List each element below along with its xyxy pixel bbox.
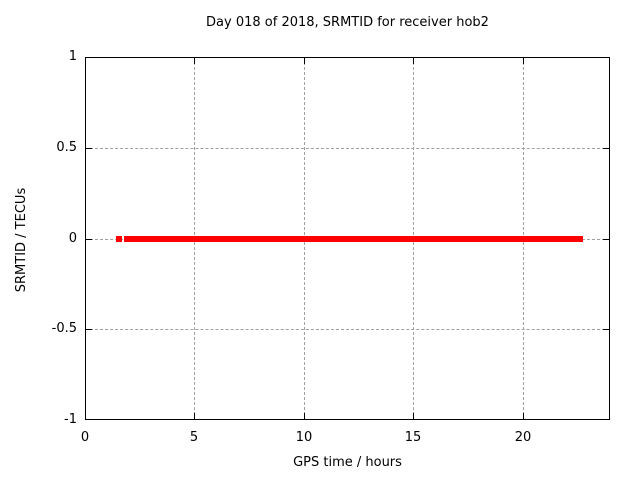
y-tick-label: 0 (68, 231, 77, 246)
x-tick-top (413, 57, 414, 64)
x-tick-bottom (413, 413, 414, 420)
x-tick-bottom (304, 413, 305, 420)
y-tick-left (85, 329, 92, 330)
x-tick-top (523, 57, 524, 64)
y-tick-right (603, 239, 610, 240)
data-series-segment (115, 236, 122, 242)
data-series-segment (124, 236, 584, 242)
x-tick-label: 15 (404, 430, 422, 445)
y-tick-left (85, 239, 92, 240)
plot-border (85, 57, 610, 420)
y-axis-label: SRMTID / TECUs (14, 187, 29, 293)
x-axis-label: GPS time / hours (293, 455, 402, 470)
x-tick-label: 20 (514, 430, 532, 445)
y-tick-right (603, 329, 610, 330)
y-tick-label: 0.5 (56, 140, 77, 155)
x-tick-top (194, 57, 195, 64)
x-tick-bottom (523, 413, 524, 420)
y-tick-label: -0.5 (51, 321, 77, 336)
y-tick-left (85, 148, 92, 149)
x-tick-top (304, 57, 305, 64)
x-tick-bottom (194, 413, 195, 420)
y-tick-label: 1 (68, 49, 77, 64)
x-tick-label: 5 (189, 430, 199, 445)
y-gridline (85, 329, 610, 330)
chart-title: Day 018 of 2018, SRMTID for receiver hob… (206, 15, 489, 30)
x-tick-label: 10 (295, 430, 313, 445)
y-tick-right (603, 148, 610, 149)
y-gridline (85, 148, 610, 149)
x-tick-label: 0 (80, 430, 90, 445)
y-tick-label: -1 (64, 412, 77, 427)
